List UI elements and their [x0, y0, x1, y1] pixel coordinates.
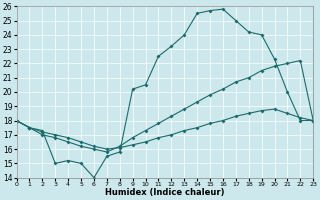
- X-axis label: Humidex (Indice chaleur): Humidex (Indice chaleur): [105, 188, 225, 197]
